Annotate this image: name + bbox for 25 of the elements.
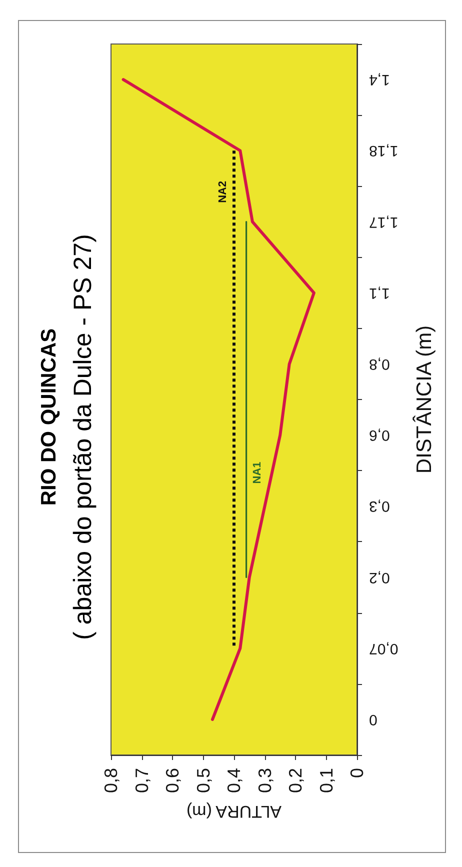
x-tick-label: 0,1 xyxy=(316,768,336,794)
y-tick-label: 1,17 xyxy=(369,213,398,230)
x-tick-label: 0,8 xyxy=(101,768,121,794)
x-tick-label: 0,5 xyxy=(193,768,214,794)
x-tick-label: 0,4 xyxy=(224,768,244,794)
y-tick-label: 0,8 xyxy=(369,355,390,372)
y-tick-label: 0,2 xyxy=(369,568,390,586)
x-tick-label: 0 xyxy=(347,768,367,778)
text: ( abaixo do portão da Dulce - PS 27) xyxy=(69,234,97,640)
y-tick-label: 0 xyxy=(369,710,378,728)
x-tick-label: 0,7 xyxy=(132,768,152,794)
x-tick-label: 0,6 xyxy=(162,768,182,794)
y-tick-label: 0,6 xyxy=(369,426,390,444)
text: RIO DO QUINCAS xyxy=(38,328,60,506)
x-tick-label: 0,2 xyxy=(286,768,306,794)
x-axis-title: ALTURA (m) xyxy=(186,802,282,821)
y-axis-title: DISTÂNCIA (m) xyxy=(412,325,436,474)
y-tick-label: 0,07 xyxy=(369,640,398,657)
y-tick-label: 1,4 xyxy=(369,71,390,88)
y-tick-label: 0,3 xyxy=(369,498,390,515)
text: NA1 xyxy=(251,462,264,484)
y-tick-label: 1,18 xyxy=(369,142,398,160)
x-tick-label: 0,3 xyxy=(254,768,275,794)
text: NA2 xyxy=(217,180,229,203)
y-tick-label: 1,1 xyxy=(369,284,390,302)
